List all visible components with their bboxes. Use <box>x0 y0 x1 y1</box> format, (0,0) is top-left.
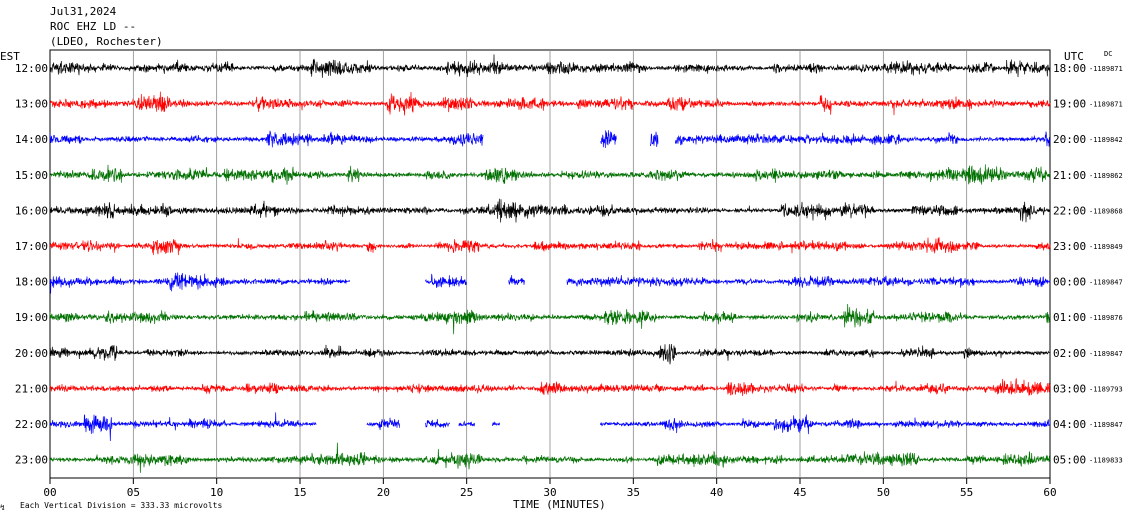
x-axis-label: TIME (MINUTES) <box>513 498 606 511</box>
x-axis-ticks: 00 05 10 15 20 25 30 35 40 45 50 55 60 <box>43 478 1057 499</box>
x-tick-label: 05 <box>127 486 140 499</box>
trace-row-1700 <box>49 236 1051 256</box>
dc-offset-value: -1189847 <box>1089 421 1123 429</box>
trace-row-1400 <box>49 130 1051 148</box>
x-tick-label: 15 <box>293 486 306 499</box>
x-tick-label: 10 <box>210 486 223 499</box>
utc-hour-label: 23:00 <box>1053 240 1086 253</box>
utc-hour-label: 19:00 <box>1053 98 1086 111</box>
x-tick-label: 35 <box>627 486 640 499</box>
dc-offset-value: -1189847 <box>1089 350 1123 358</box>
dc-offset-value: -1189833 <box>1089 457 1123 465</box>
utc-hour-label: 20:00 <box>1053 133 1086 146</box>
network-name: (LDEO, Rochester) <box>50 35 163 48</box>
x-tick-label: 40 <box>710 486 723 499</box>
record-date: Jul31,2024 <box>50 5 117 18</box>
dc-offset-value: -1189847 <box>1089 279 1123 287</box>
trace-row-1600 <box>49 198 1051 223</box>
utc-hour-label: 05:00 <box>1053 454 1086 467</box>
est-hour-label: 22:00 <box>15 418 48 431</box>
trace-row-1900 <box>49 304 1051 335</box>
trace-row-1200 <box>49 54 1051 78</box>
est-hour-label: 12:00 <box>15 62 48 75</box>
utc-hour-label: 18:00 <box>1053 62 1086 75</box>
corner-mark: ↯ <box>0 503 5 512</box>
x-tick-label: 60 <box>1043 486 1056 499</box>
dc-offset-value: -1189871 <box>1089 101 1123 109</box>
dc-offset-value: -1189849 <box>1089 243 1123 251</box>
x-tick-label: 45 <box>793 486 806 499</box>
x-tick-label: 55 <box>960 486 973 499</box>
est-hour-label: 23:00 <box>15 454 48 467</box>
x-tick-label: 50 <box>877 486 890 499</box>
x-tick-label: 20 <box>377 486 390 499</box>
minute-gridlines <box>132 50 968 478</box>
est-hour-label: 20:00 <box>15 347 48 360</box>
trace-row-2000 <box>49 343 1051 365</box>
trace-row-2300 <box>49 442 1051 473</box>
est-hour-label: 18:00 <box>15 276 48 289</box>
x-tick-label: 30 <box>543 486 556 499</box>
left-timezone-label: EST <box>0 50 20 63</box>
utc-hour-label: 21:00 <box>1053 169 1086 182</box>
utc-hour-label: 22:00 <box>1053 204 1086 217</box>
dc-offset-value: -1189868 <box>1089 207 1123 215</box>
dc-offset-value: -1189876 <box>1089 314 1123 322</box>
utc-hour-label: 00:00 <box>1053 276 1086 289</box>
dc-offset-value: -1189842 <box>1089 136 1123 144</box>
trace-row-2200 <box>49 412 1051 442</box>
utc-hour-label: 03:00 <box>1053 382 1086 395</box>
trace-row-2100 <box>49 378 1051 396</box>
vertical-scale-note: Each Vertical Division = 333.33 microvol… <box>20 501 222 510</box>
dc-offset-header: DC <box>1104 50 1112 58</box>
est-hour-label: 21:00 <box>15 382 48 395</box>
right-timezone-label: UTC <box>1064 50 1084 63</box>
est-hour-label: 14:00 <box>15 133 48 146</box>
est-hour-label: 16:00 <box>15 204 48 217</box>
dc-offset-value: -1189862 <box>1089 172 1123 180</box>
utc-hour-label: 01:00 <box>1053 311 1086 324</box>
utc-hour-label: 02:00 <box>1053 347 1086 360</box>
dc-offset-value: -1189871 <box>1089 65 1123 73</box>
est-hour-label: 13:00 <box>15 98 48 111</box>
station-code: ROC EHZ LD -- <box>50 20 136 33</box>
x-tick-label: 25 <box>460 486 473 499</box>
seismic-traces <box>49 54 1051 473</box>
x-tick-label: 00 <box>43 486 56 499</box>
trace-row-1300 <box>49 91 1051 116</box>
dc-offset-value: -1189793 <box>1089 385 1123 393</box>
est-hour-label: 15:00 <box>15 169 48 182</box>
est-hour-label: 19:00 <box>15 311 48 324</box>
trace-row-1500 <box>49 164 1051 185</box>
est-hour-label: 17:00 <box>15 240 48 253</box>
utc-hour-label: 04:00 <box>1053 418 1086 431</box>
trace-row-1800 <box>49 272 1051 294</box>
